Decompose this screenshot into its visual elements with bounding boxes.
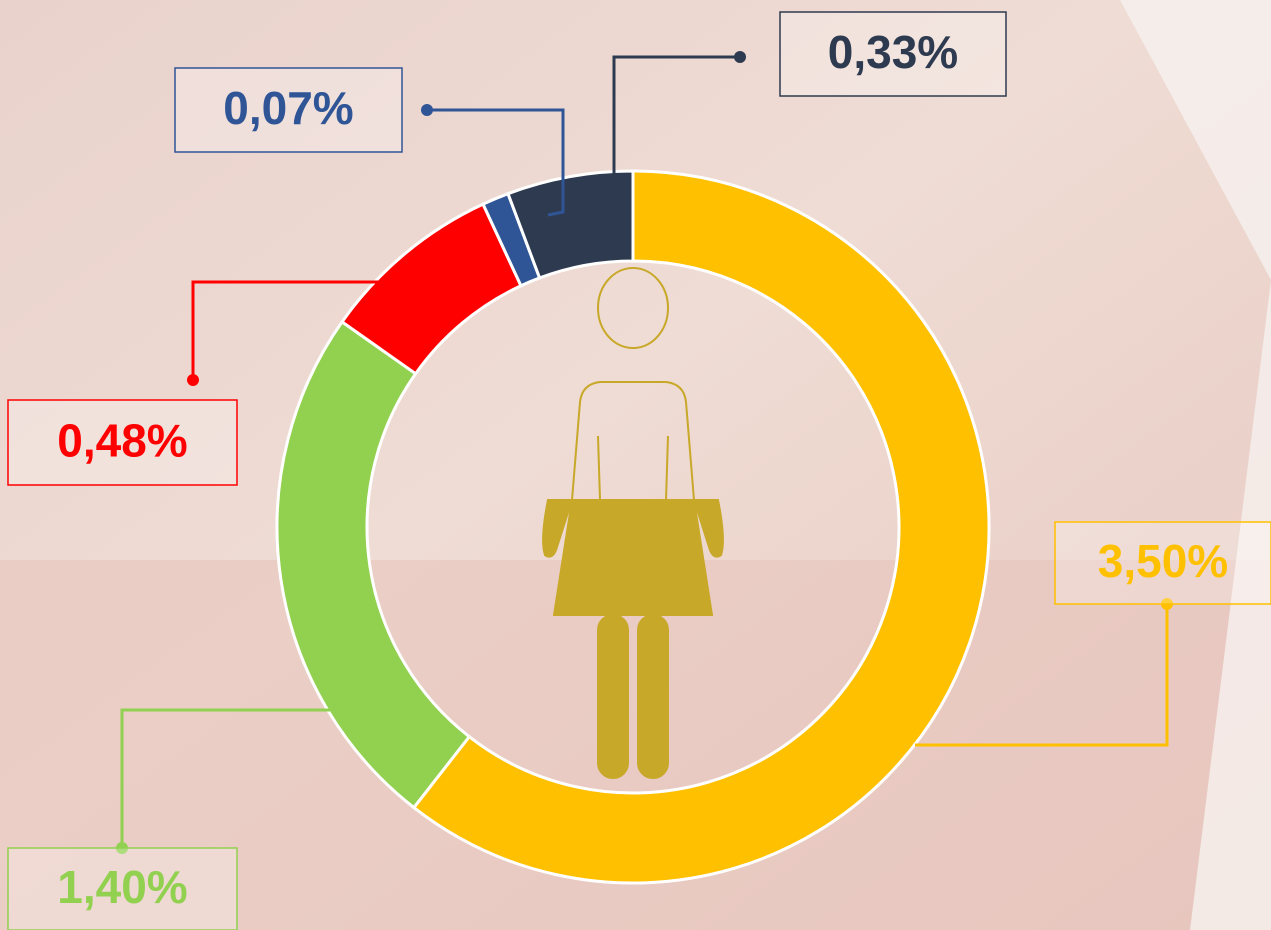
label-box — [779, 11, 1007, 97]
leader-line — [612, 55, 740, 176]
data-label: 0,48% — [57, 415, 187, 467]
data-label: 1,40% — [57, 861, 187, 913]
donut — [275, 169, 991, 885]
leader-dot — [734, 51, 746, 63]
labels: 3,50% 1,40% 0,48% 0,07% 0,33% — [7, 11, 1271, 930]
leader-line — [191, 280, 380, 380]
data-label: 3,50% — [1098, 535, 1228, 587]
leader-dot — [421, 104, 433, 116]
leader-line — [120, 708, 330, 848]
decor-shape — [1120, 0, 1271, 930]
donut-segment — [506, 169, 635, 280]
label-box — [7, 399, 238, 486]
donut-segment — [275, 319, 472, 810]
leader-line — [915, 604, 1169, 747]
donut-segment — [411, 169, 991, 885]
data-label: 0,07% — [223, 82, 353, 134]
leader-dot — [187, 374, 199, 386]
label-box — [174, 67, 403, 153]
data-label: 0,33% — [828, 26, 958, 78]
female-icon — [542, 267, 724, 779]
label-box — [7, 847, 238, 930]
leader-line — [427, 108, 565, 217]
label-box — [1054, 521, 1271, 605]
